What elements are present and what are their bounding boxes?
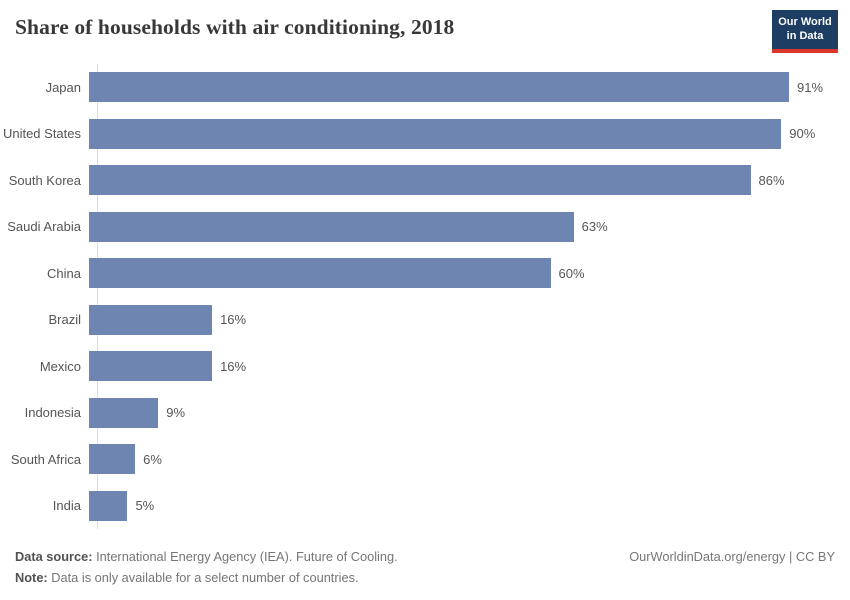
bar-row: Brazil 16% xyxy=(0,297,835,344)
category-label: Japan xyxy=(45,79,81,95)
bar-row: China 60% xyxy=(0,250,835,297)
bar-row: South Korea 86% xyxy=(0,157,835,204)
value-label: 60% xyxy=(558,265,585,281)
bar-row: South Africa 6% xyxy=(0,436,835,483)
category-label: South Africa xyxy=(10,451,81,467)
bar-row: Saudi Arabia 63% xyxy=(0,204,835,251)
bar xyxy=(89,118,782,149)
value-label: 90% xyxy=(789,126,816,142)
owid-url-link[interactable]: OurWorldinData.org/energy | CC BY xyxy=(629,549,835,564)
bar-row: Mexico 16% xyxy=(0,343,835,390)
value-label: 6% xyxy=(143,451,162,467)
category-label: China xyxy=(47,265,81,281)
bar-row: India 5% xyxy=(0,483,835,530)
data-source-text: International Energy Agency (IEA). Futur… xyxy=(92,549,398,564)
bar xyxy=(89,490,128,521)
note-line: Note: Data is only available for a selec… xyxy=(15,567,835,588)
note-text: Data is only available for a select numb… xyxy=(47,570,359,586)
bar-chart: Japan 91% United States 90% South Korea 86% Sa… xyxy=(0,64,835,529)
value-label: 86% xyxy=(758,172,785,188)
value-label: 9% xyxy=(166,405,186,421)
bar xyxy=(89,351,213,382)
value-label: 16% xyxy=(220,358,247,374)
bar-row: Indonesia 9% xyxy=(0,390,835,437)
value-label: 63% xyxy=(581,219,608,235)
category-label: Brazil xyxy=(48,312,81,328)
owid-logo-line2: in Data xyxy=(786,29,824,42)
bar xyxy=(89,397,159,428)
category-label: United States xyxy=(2,126,81,142)
bar-row: Japan 91% xyxy=(0,64,835,111)
data-source-label: Data source: xyxy=(15,549,93,564)
value-label: 16% xyxy=(220,312,247,328)
bar xyxy=(89,444,136,475)
bar-rows: Japan 91% United States 90% South Korea 86% Sa… xyxy=(0,64,835,529)
category-label: Mexico xyxy=(39,358,81,374)
note-label: Note: xyxy=(15,570,48,586)
category-label: India xyxy=(52,498,81,514)
page-title: Share of households with air conditionin… xyxy=(15,15,455,39)
y-axis-line xyxy=(97,64,98,529)
chart-header: Share of households with air conditionin… xyxy=(0,0,850,53)
category-label: Indonesia xyxy=(24,405,81,421)
bar-row: United States 90% xyxy=(0,111,835,158)
bar xyxy=(89,304,213,335)
owid-logo[interactable]: Our World in Data xyxy=(772,10,838,53)
value-label: 5% xyxy=(135,498,155,514)
category-label: South Korea xyxy=(8,172,81,188)
value-label: 91% xyxy=(797,79,824,95)
category-label: Saudi Arabia xyxy=(7,219,81,235)
bar xyxy=(89,165,751,196)
bar xyxy=(89,72,789,103)
bar xyxy=(89,211,574,242)
owid-logo-line1: Our World xyxy=(778,15,832,28)
bar xyxy=(89,258,551,289)
data-source-line: Data source: International Energy Agency… xyxy=(15,546,835,567)
chart-footer: Data source: International Energy Agency… xyxy=(15,546,835,588)
